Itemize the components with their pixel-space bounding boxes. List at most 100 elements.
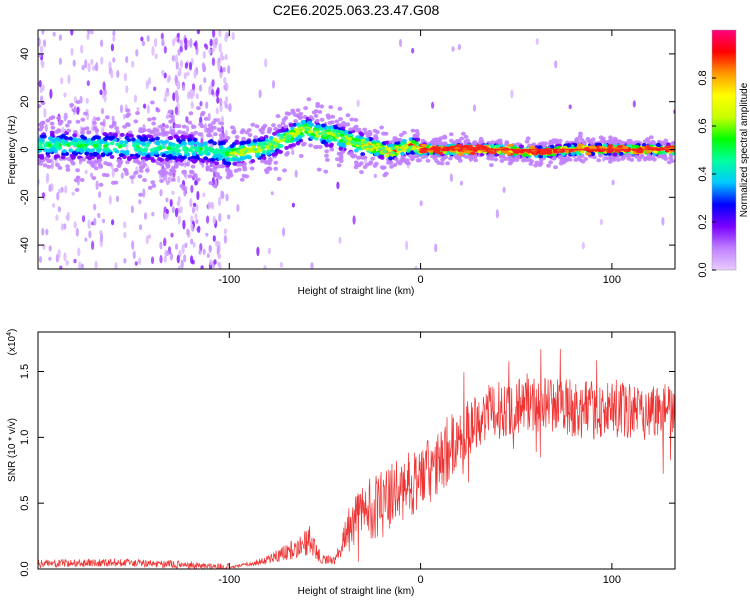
spectrogram-core-point xyxy=(457,152,464,156)
spectrogram-ridge-point xyxy=(276,149,282,154)
spectrogram-noise-point xyxy=(44,123,48,132)
spectrogram-core-point xyxy=(238,149,244,153)
spectrogram-ridge-point xyxy=(246,140,251,145)
spectrogram-noise-point xyxy=(568,104,572,110)
spectrogram-noise-point xyxy=(76,106,80,116)
spectrogram-ridge-point xyxy=(54,141,60,146)
spectrogram-ridge-point xyxy=(93,166,99,171)
spectrogram-ridge-point xyxy=(170,129,176,133)
spectrogram-noise-point xyxy=(177,175,181,183)
spectrogram-ridge-point xyxy=(95,116,101,121)
spectrogram-noise-point xyxy=(457,43,461,51)
spectrogram-ridge-point xyxy=(607,140,613,145)
spectrogram-ridge-point xyxy=(45,118,51,123)
spectrogram-noise-point xyxy=(51,156,55,165)
spectrogram-ridge-point xyxy=(94,128,100,133)
spectrogram-noise-point xyxy=(120,172,124,179)
spectrogram-noise-point xyxy=(63,252,67,262)
spectrogram-ridge-point xyxy=(207,146,213,151)
spectrogram-ridge-point xyxy=(166,146,172,151)
spectrogram-ridge-point xyxy=(93,135,99,140)
spectrogram-ridge-point xyxy=(374,161,379,166)
spectrogram-ridge-point xyxy=(252,138,258,143)
spectrogram-noise-point xyxy=(154,37,158,48)
spectrogram-ridge-point xyxy=(225,167,231,172)
spectrogram-ridge-point xyxy=(324,153,329,158)
spectrogram-ridge-point xyxy=(191,124,197,129)
spectrogram-ridge-point xyxy=(114,126,120,131)
spectrogram-ridge-point xyxy=(101,172,107,177)
spectrogram-ridge-point xyxy=(100,152,106,157)
spectrogram-noise-point xyxy=(184,62,188,69)
spectrogram-noise-point xyxy=(210,88,215,96)
spectrogram-noise-point xyxy=(185,125,190,133)
spectrogram-noise-point xyxy=(434,243,438,253)
snr-y-multiplier-base: (x10 xyxy=(7,335,18,355)
spectrogram-ridge-point xyxy=(138,165,144,170)
snr-frame xyxy=(37,331,676,570)
spectrogram-noise-point xyxy=(222,66,226,73)
spectrogram-noise-point xyxy=(138,224,143,231)
spectrogram-ridge-point xyxy=(381,165,387,170)
spectrogram-core-point xyxy=(507,143,515,147)
colorbar-gradient xyxy=(712,30,736,270)
spectrogram-ridge-point xyxy=(213,118,219,123)
spectrogram-ridge-point xyxy=(225,136,231,140)
colorbar-tick-label: 0.2 xyxy=(697,214,709,229)
spectrogram-ridge-point xyxy=(275,114,281,119)
spectrogram-noise-point xyxy=(64,185,68,194)
spectrogram-ridge-point xyxy=(181,124,187,129)
spectrogram-noise-point xyxy=(267,247,271,255)
snr-y-multiplier-close: ) xyxy=(7,329,18,332)
spectrogram-ridge-point xyxy=(267,128,272,133)
spectrogram-ridge-point xyxy=(48,136,53,141)
spectrogram-noise-point xyxy=(111,115,115,122)
spectrogram-noise-point xyxy=(208,85,212,96)
spectrogram-ridge-point xyxy=(264,160,269,165)
spectrogram-ridge-point xyxy=(98,164,104,169)
spectrogram-ridge-point xyxy=(192,137,198,142)
spectrogram-ridge-point xyxy=(155,108,161,113)
spectrogram-ridge-point xyxy=(121,143,127,148)
spectrogram-ridge-point xyxy=(389,164,394,169)
spectrogram-core-point xyxy=(305,128,311,132)
spectrogram-noise-point xyxy=(169,252,173,261)
spectrogram-ridge-point xyxy=(187,137,193,142)
spectrogram-noise-point xyxy=(177,215,181,225)
spectrogram-ridge-point xyxy=(325,157,330,162)
spectrogram-noise-point xyxy=(212,30,216,38)
snr-x-tick-label: 100 xyxy=(603,574,621,586)
spectrogram-noise-point xyxy=(199,101,203,107)
spectrogram-ridge-point xyxy=(257,141,263,146)
spectrogram-ridge-point xyxy=(53,154,59,159)
spectrogram-noise-point xyxy=(110,43,114,52)
spectrogram-ridge-point xyxy=(69,103,75,107)
spectrogram-ridge-point xyxy=(49,121,55,126)
spectrogram-ridge-point xyxy=(194,141,200,146)
spectrogram-ridge-point xyxy=(359,170,364,175)
spectrogram-noise-point xyxy=(145,235,149,245)
snr-plot-area xyxy=(38,332,675,569)
spectrogram-noise-point xyxy=(48,184,52,193)
spectrogram-ridge-point xyxy=(133,146,139,151)
spectrogram-ridge-point xyxy=(468,157,474,162)
spectrogram-ridge-point xyxy=(177,130,182,134)
spectrogram-ridge-point xyxy=(124,135,130,140)
spectrogram-ridge-point xyxy=(374,152,380,157)
spectrogram-noise-point xyxy=(231,32,235,41)
spectrogram-ridge-point xyxy=(325,113,331,118)
spectrogram-ridge-point xyxy=(260,159,265,164)
spectrogram-noise-point xyxy=(60,77,64,85)
spectrogram-noise-point xyxy=(166,250,170,257)
spectrogram-ridge-point xyxy=(353,160,359,165)
spectrogram-noise-point xyxy=(148,234,152,239)
spectrogram-ridge-point xyxy=(68,136,73,141)
spectrogram-noise-point xyxy=(419,200,423,207)
spectrogram-ridge-point xyxy=(154,146,159,151)
spectrogram-noise-point xyxy=(178,67,182,77)
spectrogram-noise-point xyxy=(57,249,61,259)
spectrogram-ridge-point xyxy=(107,162,113,167)
spectrogram-ridge-point xyxy=(658,153,663,158)
spectrogram-ridge-point xyxy=(328,105,334,110)
spectrogram-core-point xyxy=(363,143,369,147)
